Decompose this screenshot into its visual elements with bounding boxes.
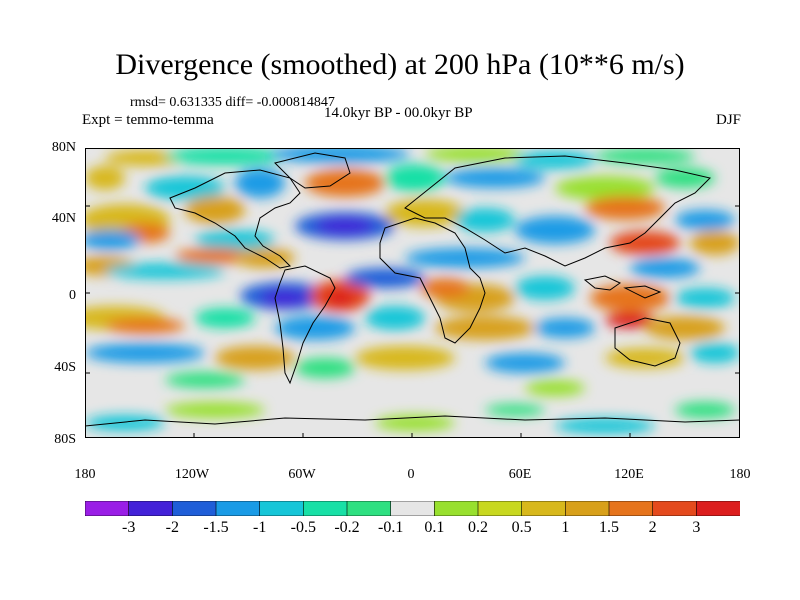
eurasia-outline [404,155,711,267]
lon-label-120w: 120W [174,467,210,482]
lon-label-60e: 60E [508,467,532,482]
colorbar-swatch [215,501,261,516]
colorbar-swatch [652,501,698,516]
colorbar-tick-label: -1.5 [203,519,229,536]
colorbar-swatch [172,501,217,516]
colorbar-tick-label: 2 [648,519,657,536]
colorbar-tick-label: 0.5 [511,519,532,536]
colorbar-swatch [608,501,654,516]
period-label: 14.0kyr BP - 00.0kyr BP [324,105,473,121]
stats-label: rmsd= 0.631335 diff= -0.000814847 [130,95,335,110]
divergence-map [85,148,740,438]
lat-label-80n: 80N [51,140,76,155]
greenland-outline [274,152,351,189]
chart-title: Divergence (smoothed) at 200 hPa (10**6 … [115,48,685,81]
lon-label-60w: 60W [288,467,316,482]
colorbar-swatch [565,501,610,516]
colorbar-tick-label: -0.5 [290,519,316,536]
lat-label-40n: 40N [51,211,76,226]
colorbar-tick-label: -0.1 [377,519,404,536]
lon-label-180e: 180 [729,467,751,482]
colorbar-swatch [477,501,523,516]
colorbar [85,501,740,516]
lon-label-120e: 120E [614,467,644,482]
colorbar-tick-label: -1 [252,519,267,536]
season-label: DJF [715,112,741,128]
map-frame [85,148,740,438]
colorbar-tick-label: 1 [561,519,570,536]
colorbar-tick-label: 0.1 [424,519,445,536]
colorbar-tick-label: 0.2 [468,519,488,536]
colorbar-tick-label: 3 [692,519,701,536]
colorbar-swatch [696,501,740,516]
lat-label-80s: 80S [54,432,76,447]
experiment-label: Expt = temmo-temma [82,112,214,128]
colorbar-tick-label: -3 [121,519,136,536]
divergence-field [85,148,740,434]
colorbar-swatch [390,501,436,516]
coastlines [85,152,740,427]
north-america-outline [169,169,301,269]
colorbar-swatch [85,501,130,516]
africa-outline [379,217,486,344]
colorbar-swatch [346,501,392,516]
colorbar-swatch [434,501,479,516]
lat-label-40s: 40S [54,360,76,375]
colorbar-swatch [128,501,174,516]
australia-outline [614,317,681,367]
colorbar-swatch [521,501,567,516]
lat-label-0: 0 [69,288,76,303]
colorbar-swatch [259,501,305,516]
maritime-continent-outline [583,275,662,299]
antarctica-outline [85,415,740,427]
colorbar-tick-label: -0.2 [334,519,360,536]
lon-label-180w: 180 [74,467,96,482]
lon-label-0: 0 [407,467,415,482]
colorbar-tick-label: 1.5 [599,519,619,536]
south-america-outline [274,265,336,385]
colorbar-swatch [303,501,348,516]
colorbar-tick-label: -2 [165,519,179,536]
